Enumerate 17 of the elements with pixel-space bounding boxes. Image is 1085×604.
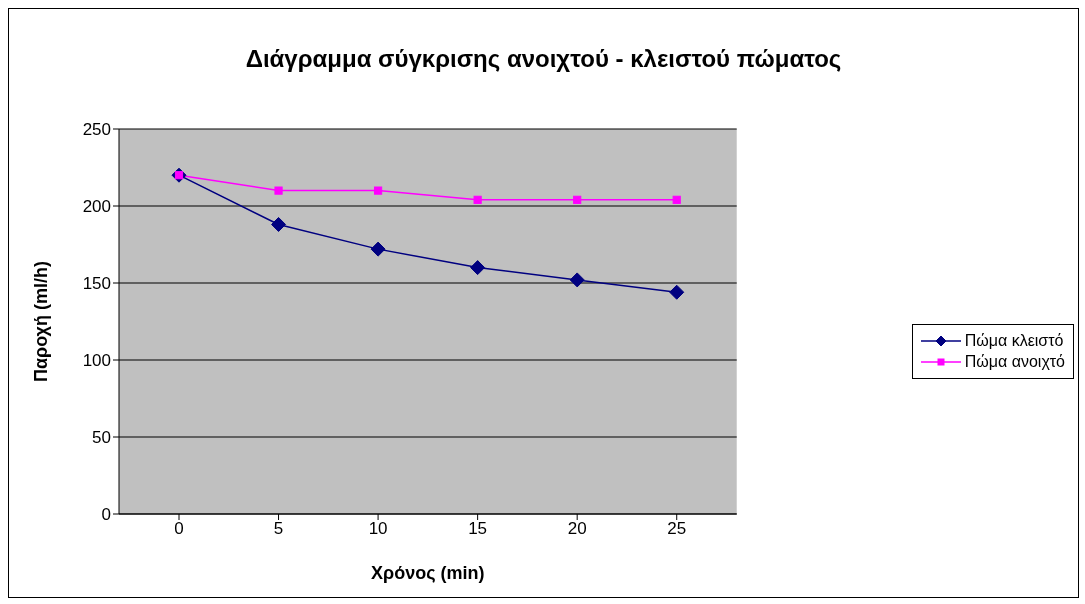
legend-label: Πώμα κλειστό [964, 332, 1064, 350]
y-axis-title: Παροχή (ml/h) [31, 261, 52, 382]
y-tick-label: 100 [82, 351, 111, 371]
x-axis-title: Χρόνος (min) [371, 563, 485, 583]
y-tick-label: 200 [82, 197, 111, 217]
legend-label: Πώμα ανοιχτό [964, 353, 1065, 371]
y-tick-label: 150 [82, 274, 111, 294]
y-tick-label: 0 [101, 505, 111, 525]
y-tick-label: 50 [92, 428, 111, 448]
x-tick-label: 5 [273, 519, 284, 539]
x-tick-label: 20 [567, 519, 587, 539]
chart-title: Διάγραμμα σύγκρισης ανοιχτού - κλειστού πώματος [244, 45, 843, 73]
x-tick-label: 25 [667, 519, 687, 539]
y-tick-label: 250 [82, 120, 111, 140]
x-tick-label: 15 [468, 519, 488, 539]
x-tick-label: 0 [174, 519, 184, 539]
x-tick-label: 10 [368, 519, 388, 539]
